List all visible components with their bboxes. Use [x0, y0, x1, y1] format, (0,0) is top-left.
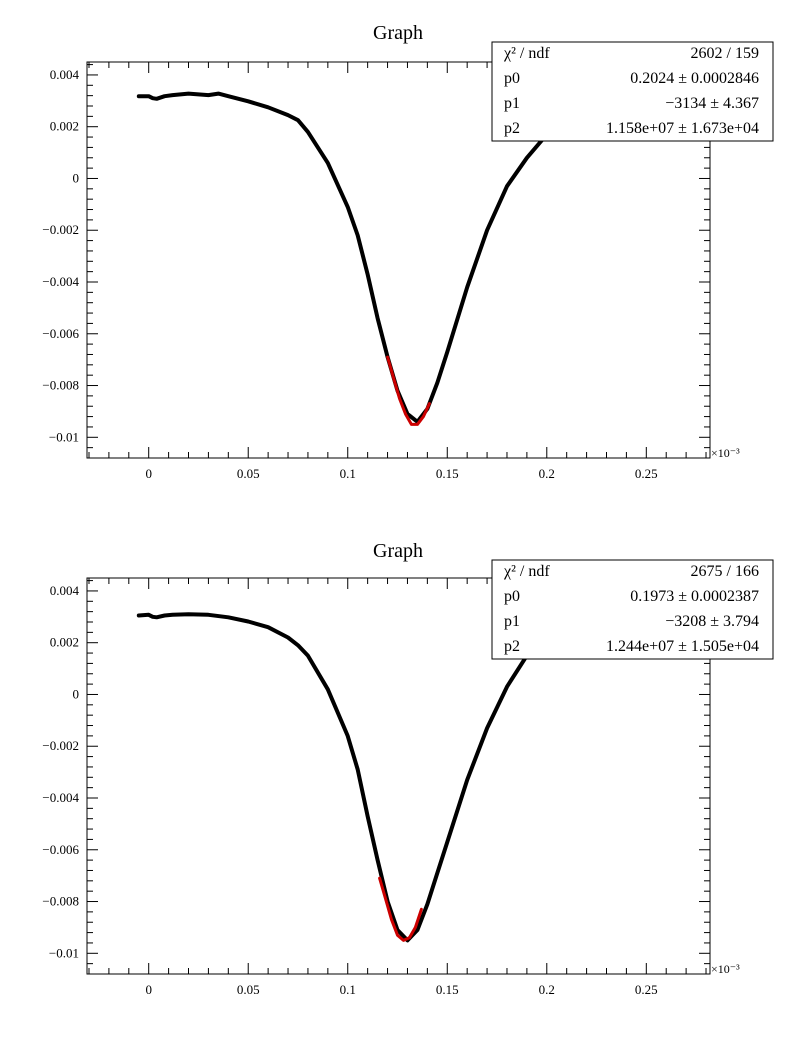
data-series-line: [136, 612, 541, 943]
stats-param-value: 1.158e+07 ± 1.673e+04: [606, 120, 759, 137]
stats-box: χ² / ndf 2602 / 159 p0 0.2024 ± 0.000284…: [491, 41, 774, 142]
stats-param-value: 0.1973 ± 0.0002387: [630, 588, 759, 605]
chart-title: Graph: [373, 540, 423, 562]
stats-param-name: p1: [504, 613, 520, 630]
y-tick-label: −0.006: [42, 842, 79, 857]
stats-box-frame: [491, 559, 774, 660]
y-tick-label: −0.008: [42, 894, 79, 909]
stats-chi2-value: 2675 / 166: [691, 563, 759, 580]
x-tick-label: 0.15: [436, 466, 459, 481]
y-tick-label: 0.004: [50, 583, 80, 598]
x-tick-label: 0: [145, 982, 152, 997]
stats-chi2-label: χ² / ndf: [503, 45, 550, 62]
x-tick-labels: 0 0.05 0.1 0.15 0.2 0.25: [145, 466, 657, 481]
y-tick-label: −0.01: [49, 429, 79, 444]
data-curve: [136, 612, 541, 943]
chart-panel-top: Graph 0 0.05 0.1 0.15 0.2 0.25 0.004 0.002 0 −0.…: [42, 22, 774, 481]
stats-param-name: p0: [504, 70, 520, 87]
y-tick-label: −0.002: [42, 738, 79, 753]
x-exponent-label: ×10⁻³: [711, 446, 740, 460]
x-tick-label: 0.25: [635, 982, 658, 997]
x-tick-label: 0.05: [237, 466, 260, 481]
y-tick-label: −0.008: [42, 378, 79, 393]
stats-box: χ² / ndf 2675 / 166 p0 0.1973 ± 0.000238…: [491, 559, 774, 660]
fit-series-line: [378, 876, 423, 942]
x-exponent-label: ×10⁻³: [711, 962, 740, 976]
y-tick-label: 0: [73, 170, 80, 185]
plot-frame: [86, 577, 711, 975]
x-tick-label: 0.2: [539, 982, 555, 997]
stats-param-value: −3134 ± 4.367: [665, 95, 759, 112]
stats-box-frame: [491, 41, 774, 142]
x-tick-label: 0.1: [340, 982, 356, 997]
x-tick-labels: 0 0.05 0.1 0.15 0.2 0.25: [145, 982, 657, 997]
y-tick-label: −0.004: [42, 274, 79, 289]
y-tick-labels: 0.004 0.002 0 −0.002 −0.004 −0.006 −0.008 −0.01: [42, 583, 79, 960]
y-tick-label: 0: [73, 686, 80, 701]
y-tick-label: −0.004: [42, 790, 79, 805]
stats-param-name: p1: [504, 95, 520, 112]
stats-param-name: p0: [504, 588, 520, 605]
stats-param-name: p2: [504, 120, 520, 137]
x-tick-label: 0.15: [436, 982, 459, 997]
stats-param-name: p2: [504, 638, 520, 655]
y-tick-label: −0.01: [49, 945, 79, 960]
stats-param-value: 1.244e+07 ± 1.505e+04: [606, 638, 759, 655]
y-tick-labels: 0.004 0.002 0 −0.002 −0.004 −0.006 −0.008 −0.01: [42, 67, 79, 444]
y-tick-label: 0.002: [50, 119, 79, 134]
y-tick-label: −0.006: [42, 326, 79, 341]
y-tick-label: 0.002: [50, 635, 79, 650]
x-tick-label: 0.05: [237, 982, 260, 997]
data-series-line: [136, 91, 559, 424]
x-tick-label: 0: [145, 466, 152, 481]
x-tick-label: 0.2: [539, 466, 555, 481]
y-tick-label: 0.004: [50, 67, 80, 82]
x-tick-label: 0.25: [635, 466, 658, 481]
stats-param-value: 0.2024 ± 0.0002846: [630, 70, 759, 87]
plot-frame: [86, 61, 711, 459]
chart-title: Graph: [373, 22, 423, 44]
stats-chi2-value: 2602 / 159: [691, 45, 759, 62]
data-curve: [136, 91, 559, 426]
stats-chi2-label: χ² / ndf: [503, 563, 550, 580]
y-tick-label: −0.002: [42, 222, 79, 237]
chart-panel-bottom: Graph 0 0.05 0.1 0.15 0.2 0.25 0.004 0.002 0 −0.…: [42, 540, 774, 997]
stats-param-value: −3208 ± 3.794: [665, 613, 759, 630]
fit-series-line: [386, 355, 431, 426]
x-tick-label: 0.1: [340, 466, 356, 481]
